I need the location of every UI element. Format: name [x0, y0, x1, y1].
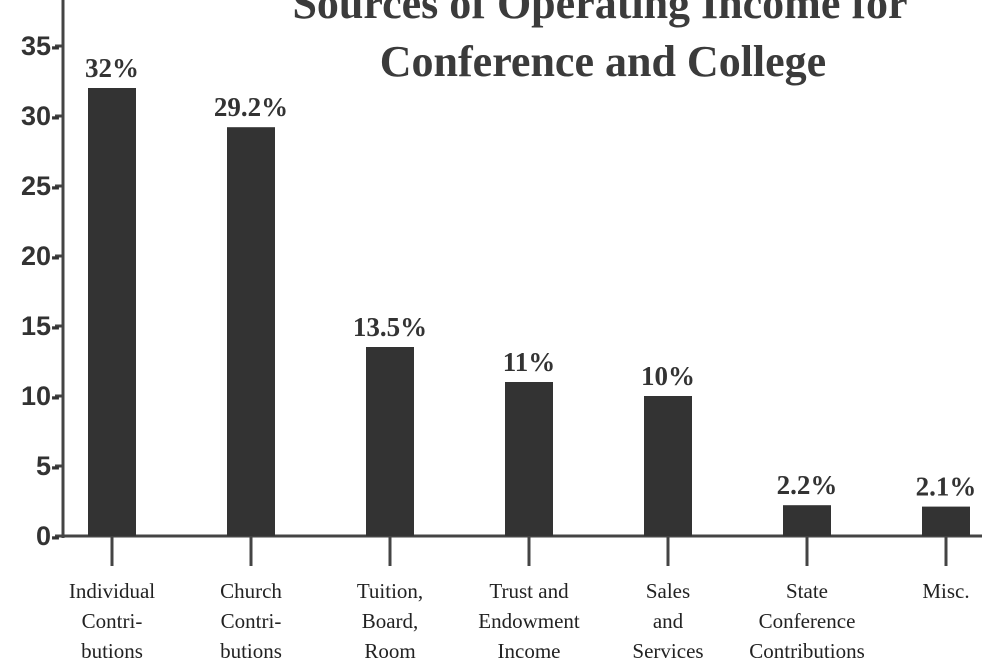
x-category-label: State — [786, 579, 828, 603]
data-label: 13.5% — [353, 312, 427, 342]
x-category-label: Board, — [362, 609, 419, 633]
x-category-label: Income — [498, 639, 561, 663]
y-tick-label: 20- — [21, 241, 60, 271]
x-category-label: Conference — [759, 609, 856, 633]
chart-title-line-2: Conference and College — [380, 37, 826, 86]
y-tick-label: 30- — [21, 101, 60, 131]
x-category-label: and — [653, 609, 684, 633]
x-category-label: Tuition, — [357, 579, 423, 603]
data-label: 10% — [641, 361, 695, 391]
data-label: 2.1% — [916, 472, 977, 502]
x-category-label: butions — [220, 639, 282, 663]
bar — [505, 382, 553, 536]
chart-title: Sources of Operating Income for Conferen… — [292, 0, 907, 86]
data-label: 32% — [85, 53, 139, 83]
x-category-label: Contri- — [221, 609, 282, 633]
x-category-label: Contri- — [82, 609, 143, 633]
chart-title-line-1: Sources of Operating Income for — [292, 0, 907, 28]
y-tick-label: 35- — [21, 31, 60, 61]
x-category-label: Contributions — [749, 639, 865, 663]
x-category-label: Misc. — [922, 579, 969, 603]
bar — [88, 88, 136, 536]
bar — [922, 506, 970, 536]
x-category-label: Individual — [69, 579, 155, 603]
bar — [227, 127, 275, 536]
y-tick-label: 0- — [36, 521, 60, 551]
y-tick-label: 25- — [21, 171, 60, 201]
bar — [366, 347, 414, 536]
data-label: 2.2% — [777, 470, 838, 500]
y-tick-label: 10- — [21, 381, 60, 411]
labels-group: 0- 5- 10- 15- 20- 25- 30- 35- 32% Individual Contr… — [21, 31, 976, 663]
bar — [783, 505, 831, 536]
y-tick-label: 5- — [36, 451, 60, 481]
y-tick-label: 15- — [21, 311, 60, 341]
x-category-label: Endowment — [478, 609, 580, 633]
x-category-label: butions — [81, 639, 143, 663]
bar — [644, 396, 692, 536]
x-category-label: Trust and — [489, 579, 569, 603]
data-label: 29.2% — [214, 92, 288, 122]
x-category-label: Sales — [646, 579, 690, 603]
data-label: 11% — [503, 347, 556, 377]
x-category-label: Church — [220, 579, 282, 603]
x-category-label: Room — [364, 639, 415, 663]
x-category-label: Services — [632, 639, 703, 663]
bars-group — [88, 88, 970, 536]
